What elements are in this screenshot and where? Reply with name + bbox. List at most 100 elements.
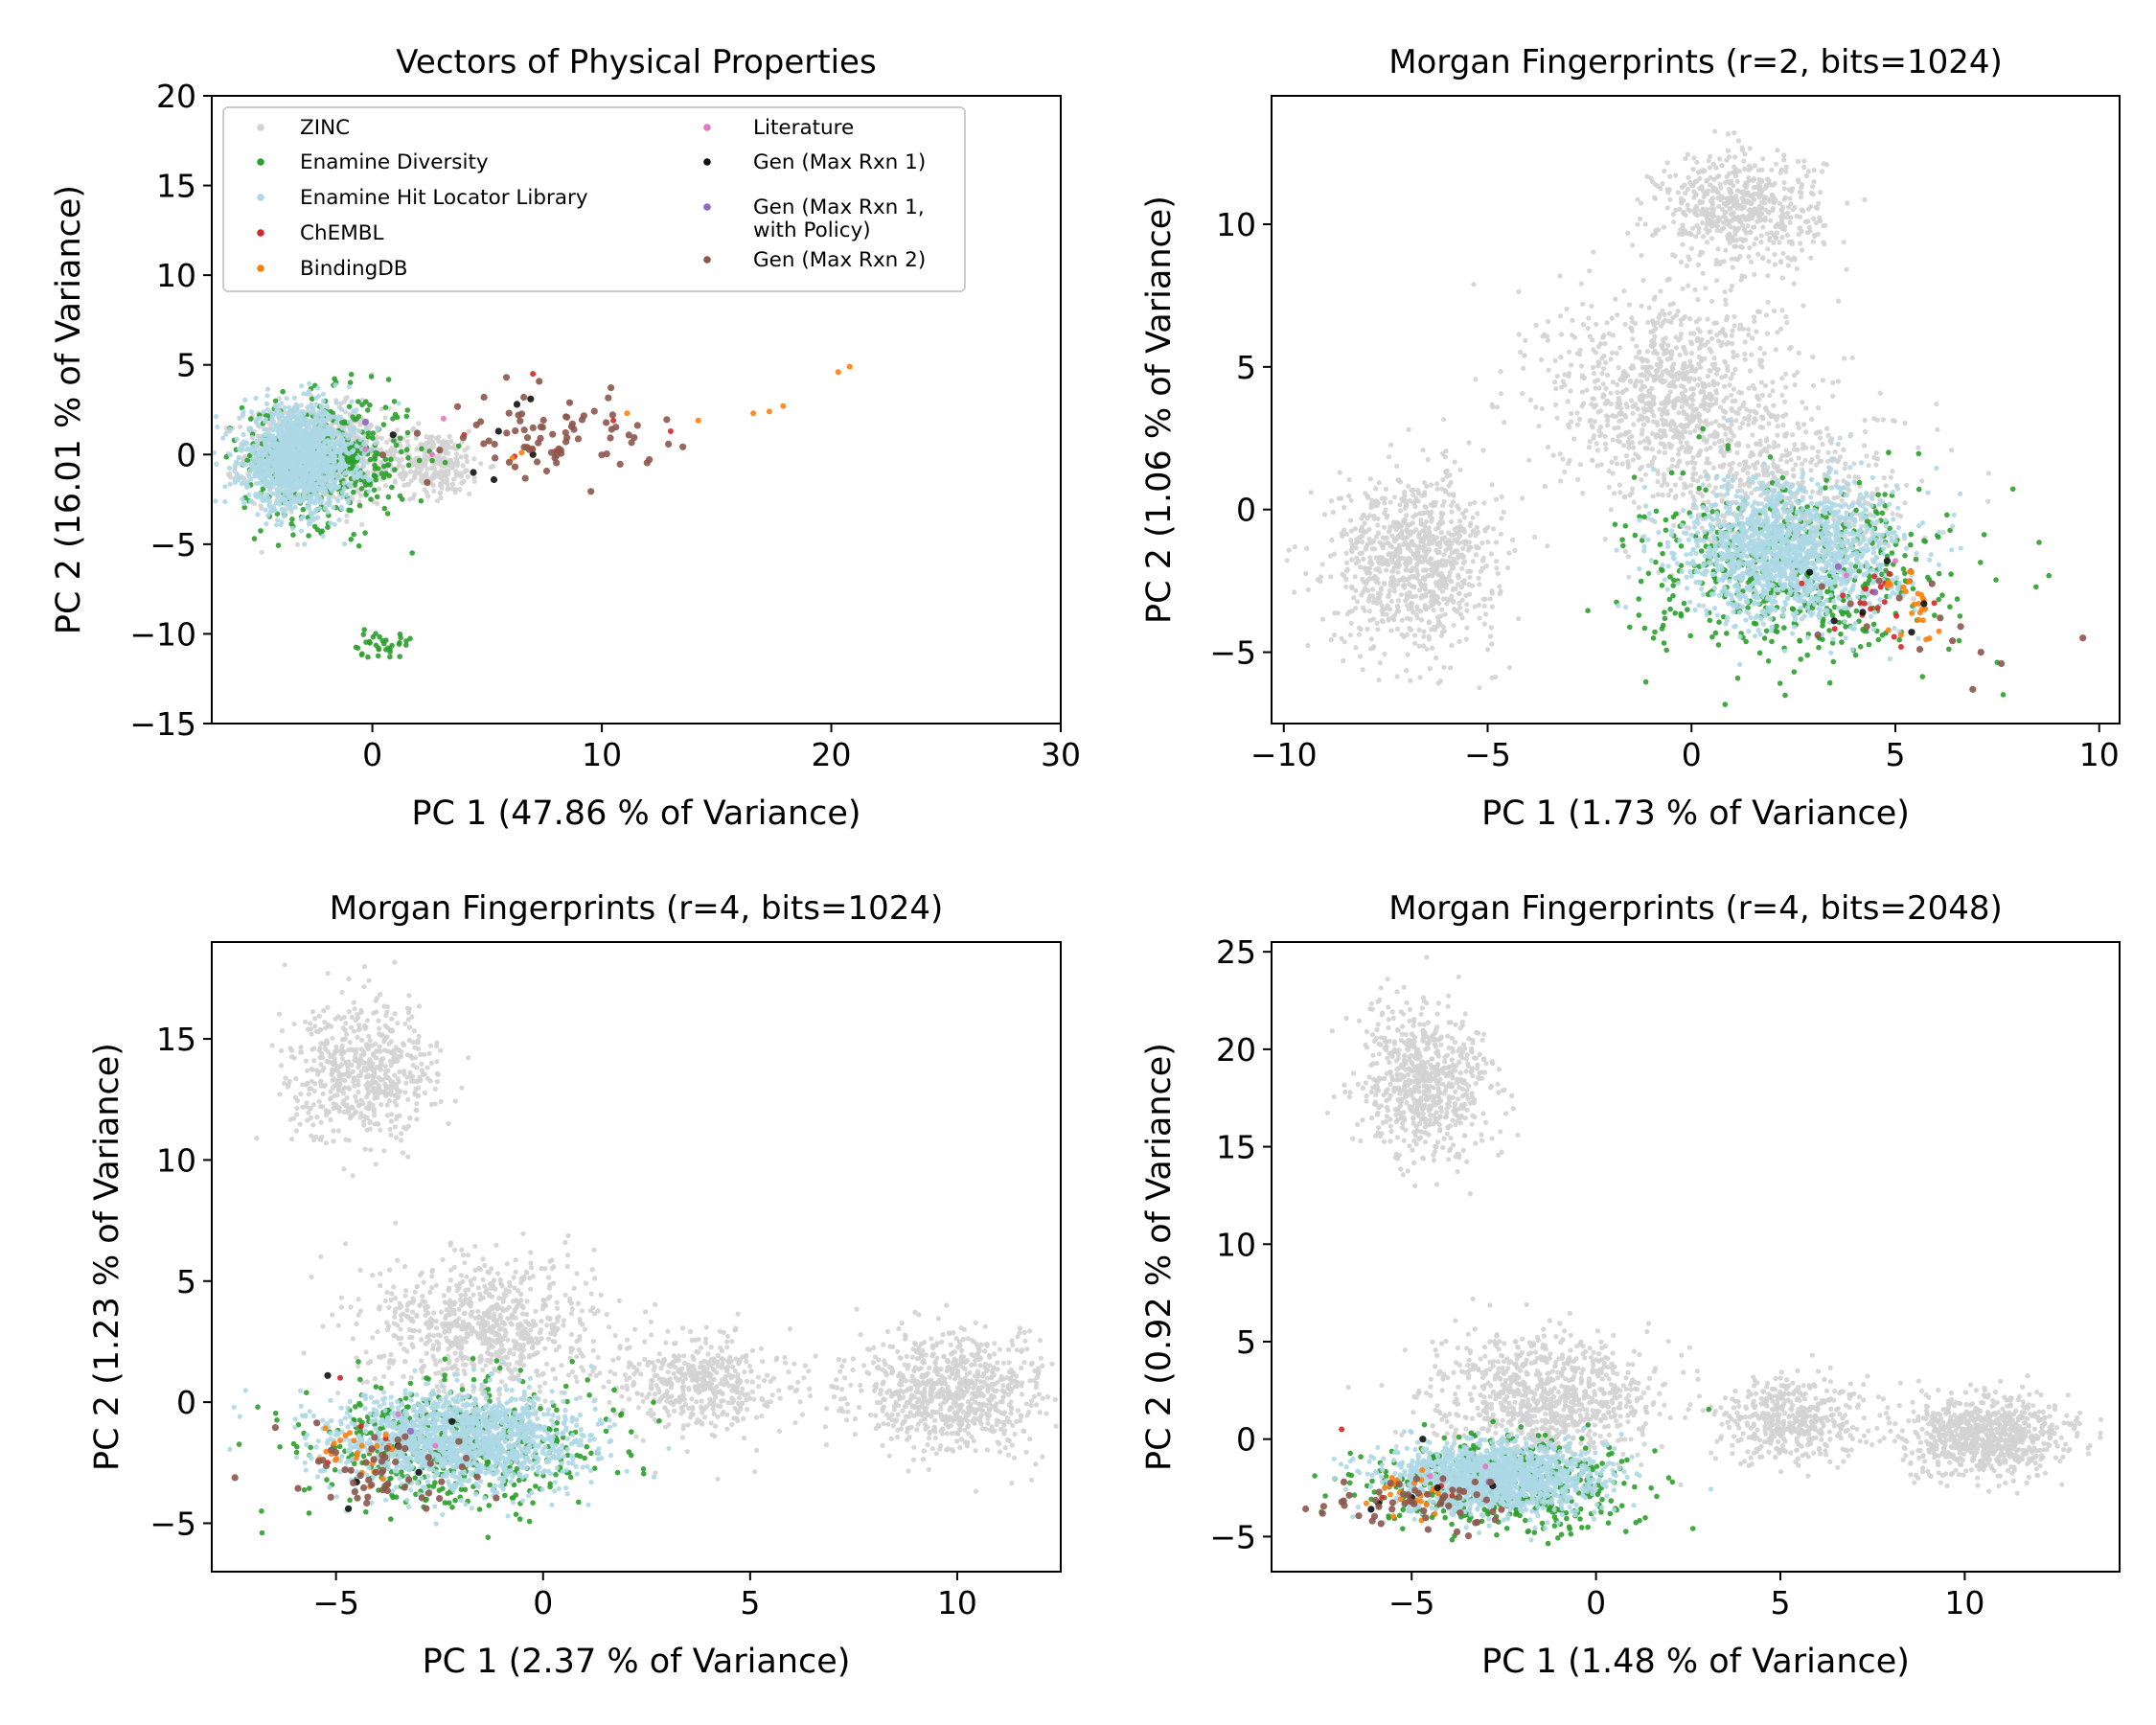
data-point <box>553 459 561 467</box>
data-point <box>412 475 418 481</box>
data-point <box>316 497 322 503</box>
data-point <box>1357 535 1363 540</box>
data-point <box>373 441 378 447</box>
data-point <box>267 436 273 443</box>
data-point <box>1673 207 1679 213</box>
data-point <box>1717 404 1724 410</box>
data-point <box>449 463 455 469</box>
data-point <box>1704 207 1709 213</box>
data-point <box>624 410 631 417</box>
data-point <box>1424 483 1430 490</box>
data-point <box>1739 145 1745 150</box>
data-point <box>241 504 247 511</box>
data-point <box>1456 638 1462 645</box>
data-point <box>1742 166 1748 172</box>
data-point <box>520 393 528 402</box>
data-point <box>1661 224 1667 230</box>
data-point <box>1442 535 1448 540</box>
data-point <box>264 444 269 449</box>
data-point <box>1435 525 1441 531</box>
data-point <box>1758 233 1764 239</box>
data-point <box>1475 511 1480 517</box>
data-point <box>277 430 283 436</box>
data-point <box>1722 200 1728 206</box>
data-point <box>1697 252 1703 258</box>
data-point <box>1388 575 1394 582</box>
data-point <box>1395 560 1401 565</box>
data-point <box>401 464 406 470</box>
data-point <box>1435 549 1441 556</box>
data-point <box>1726 186 1732 192</box>
data-point <box>667 428 674 434</box>
data-point <box>443 447 448 452</box>
data-point <box>1497 584 1502 589</box>
data-point <box>260 465 265 471</box>
data-point <box>264 386 270 392</box>
data-point <box>413 435 419 441</box>
data-point <box>1690 167 1696 172</box>
data-point <box>1386 616 1392 622</box>
data-point <box>1450 586 1456 592</box>
data-point <box>1376 480 1382 486</box>
data-point <box>304 471 310 476</box>
data-point <box>282 475 287 481</box>
data-point <box>1359 592 1365 598</box>
data-point <box>1466 440 1472 446</box>
data-point <box>388 449 394 455</box>
data-point <box>1407 556 1412 562</box>
data-point <box>1443 448 1449 454</box>
data-point <box>330 469 335 474</box>
data-point <box>1712 128 1718 134</box>
data-point <box>570 426 578 433</box>
data-point <box>311 469 317 474</box>
data-point <box>1475 529 1480 536</box>
data-point <box>1678 227 1684 233</box>
data-point <box>1706 211 1711 217</box>
data-point <box>1467 574 1473 580</box>
data-point <box>1762 207 1768 213</box>
data-point <box>472 421 480 428</box>
data-point <box>1426 525 1432 531</box>
data-point <box>284 396 289 402</box>
data-point <box>610 417 617 424</box>
data-point <box>1694 159 1700 165</box>
data-point <box>1713 258 1719 264</box>
data-point <box>403 642 409 648</box>
data-point <box>1440 502 1446 509</box>
data-point <box>1748 166 1754 172</box>
data-point <box>1755 168 1761 173</box>
data-point <box>241 500 247 507</box>
data-point <box>1693 192 1699 197</box>
data-point <box>1382 581 1388 586</box>
data-point <box>1760 224 1766 230</box>
data-point <box>1351 595 1357 601</box>
data-point <box>370 435 376 442</box>
data-point <box>1416 643 1422 649</box>
data-point <box>308 498 313 505</box>
data-point <box>1470 515 1476 520</box>
data-point <box>351 531 357 538</box>
data-point <box>1404 603 1410 609</box>
data-point <box>1349 584 1355 590</box>
data-point <box>1810 184 1816 190</box>
data-point <box>287 484 293 490</box>
data-point <box>222 498 228 505</box>
data-point <box>1391 494 1397 500</box>
data-point <box>1485 539 1491 545</box>
data-point <box>349 494 355 500</box>
data-point <box>1461 581 1467 586</box>
data-point <box>337 449 343 455</box>
data-point <box>241 431 246 438</box>
data-point <box>294 541 301 547</box>
data-point <box>1426 572 1432 578</box>
data-point <box>1375 580 1382 586</box>
data-point <box>1358 564 1364 570</box>
data-point <box>1477 582 1482 587</box>
data-point <box>1700 234 1707 240</box>
data-point <box>266 480 272 486</box>
data-point <box>310 517 316 523</box>
data-point <box>336 517 342 523</box>
data-point <box>324 403 331 410</box>
data-point <box>246 473 252 479</box>
data-point <box>1388 499 1393 505</box>
